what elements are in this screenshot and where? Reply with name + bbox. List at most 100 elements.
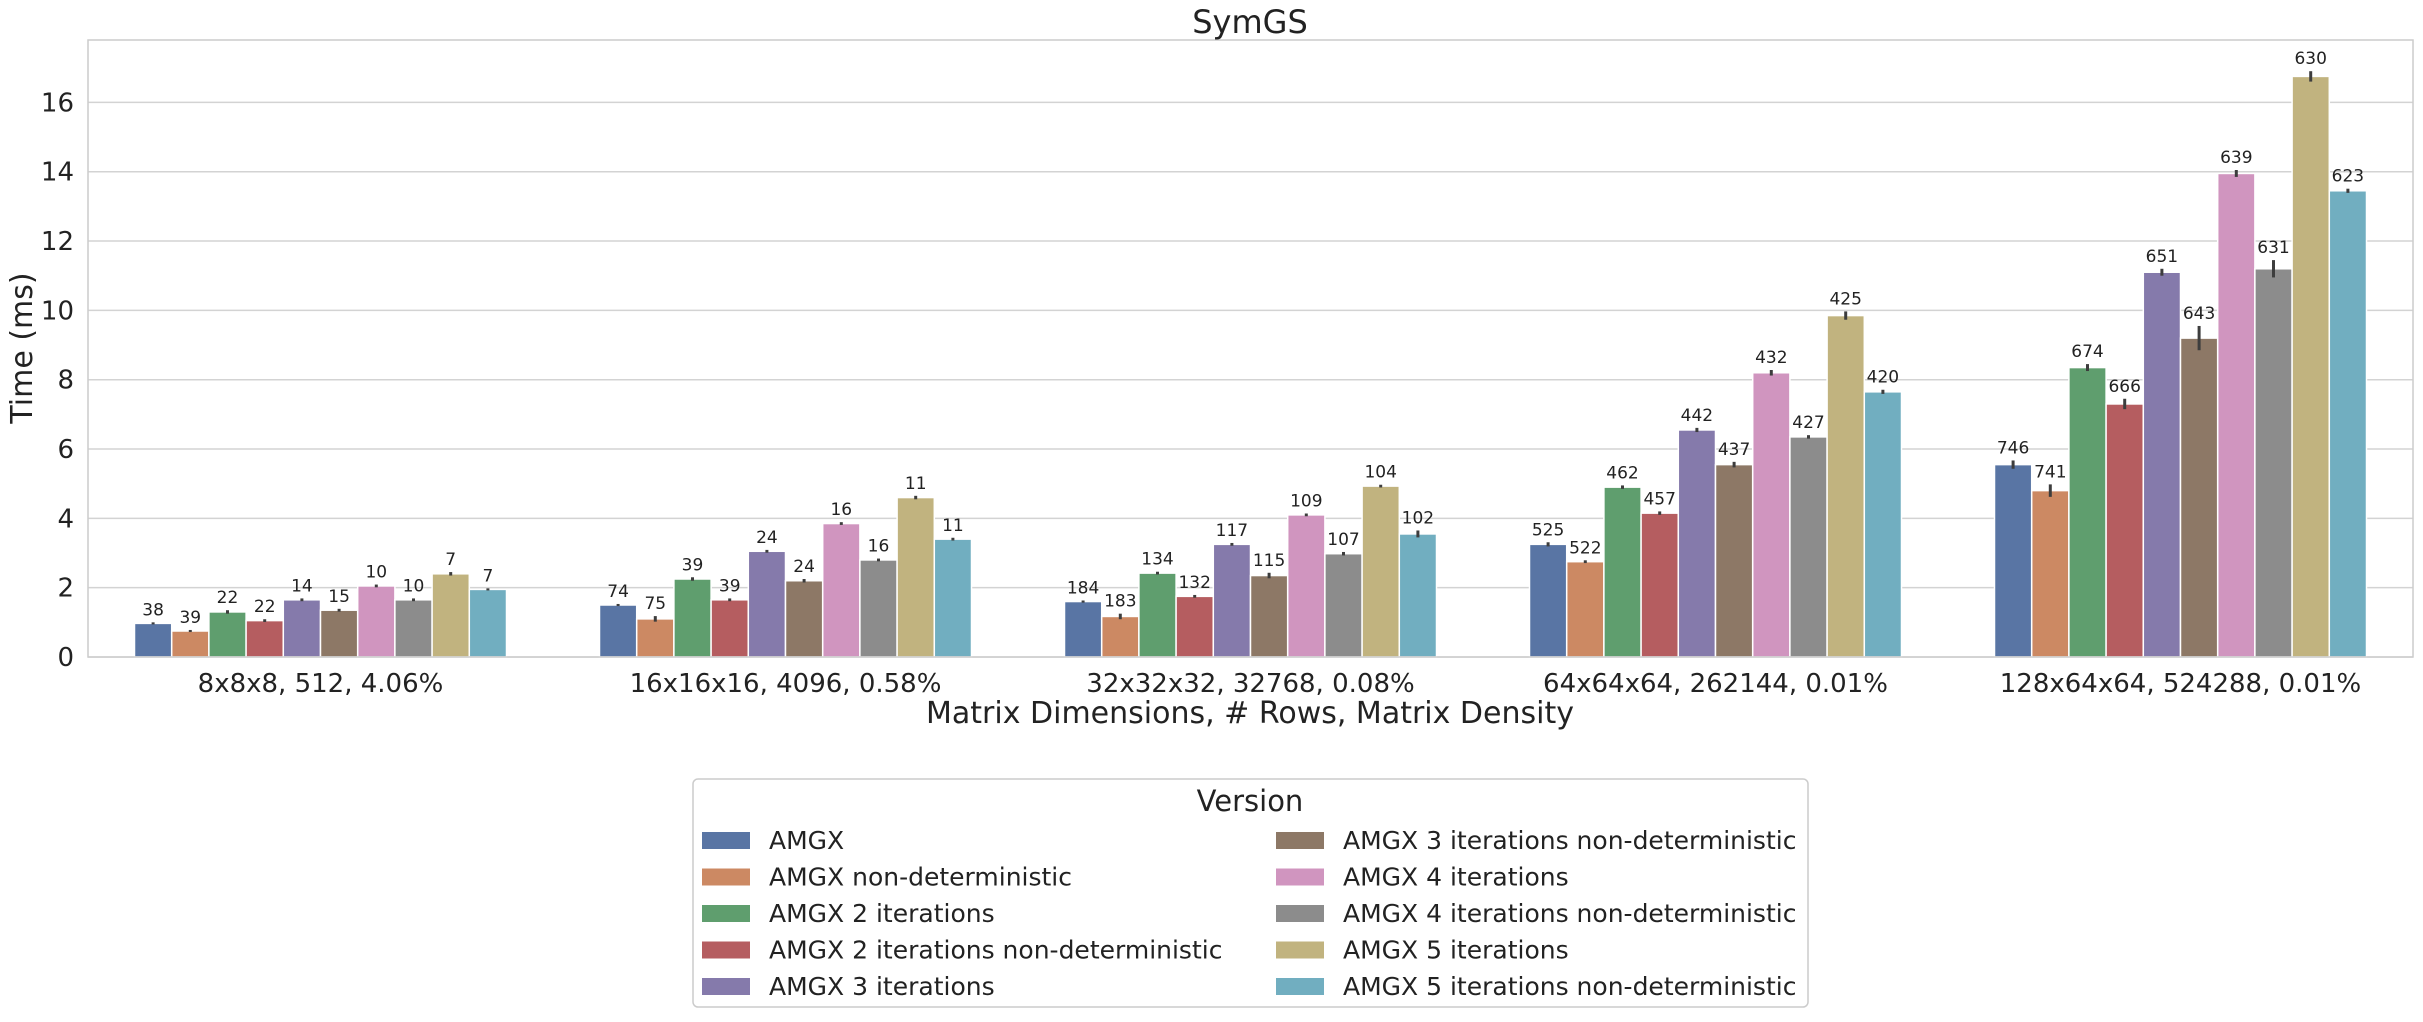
data-label: 184 — [1067, 578, 1099, 598]
bar — [747, 550, 787, 658]
bar — [208, 611, 247, 658]
data-label: 104 — [1364, 463, 1396, 483]
legend: Version AMGX AMGX non-deterministic AMGX 2… — [692, 778, 1809, 1008]
y-tick-label: 0 — [57, 643, 74, 673]
bar — [2328, 190, 2368, 658]
bar — [2142, 271, 2182, 658]
bar — [821, 522, 861, 658]
data-label: 183 — [1104, 592, 1136, 612]
bar — [245, 619, 285, 658]
data-label: 24 — [793, 557, 815, 577]
data-label: 10 — [403, 576, 425, 596]
bar — [170, 630, 210, 658]
data-label: 24 — [756, 528, 778, 548]
bar — [1175, 595, 1215, 658]
bar — [1993, 463, 2033, 658]
data-label: 38 — [142, 600, 164, 620]
data-label: 442 — [1681, 406, 1713, 426]
legend-label: AMGX 4 iterations non-deterministic — [1343, 899, 1796, 928]
bar — [1249, 574, 1289, 658]
legend-label: AMGX non-deterministic — [769, 863, 1072, 892]
bar — [1826, 314, 1866, 658]
bar — [710, 599, 750, 658]
bar — [635, 618, 675, 658]
y-tick-label: 6 — [57, 435, 74, 465]
data-label: 102 — [1402, 508, 1434, 528]
bar — [1603, 486, 1642, 658]
error-bars — [151, 71, 2350, 633]
x-tick-label: 64x64x64, 262144, 0.01% — [1543, 669, 1888, 699]
data-label: 631 — [2257, 238, 2289, 258]
data-label: 666 — [2108, 377, 2140, 397]
x-axis-label: Matrix Dimensions, # Rows, Matrix Densit… — [926, 696, 1574, 731]
data-label: 132 — [1178, 573, 1210, 593]
legend-swatch — [1276, 832, 1324, 849]
legend-label: AMGX 5 iterations — [1343, 936, 1569, 965]
data-label: 522 — [1569, 538, 1601, 558]
legend-swatch — [1276, 941, 1324, 959]
data-label: 75 — [644, 594, 666, 614]
data-label: 39 — [719, 576, 741, 596]
bar — [1361, 485, 1401, 658]
data-label: 437 — [1718, 440, 1750, 460]
data-label: 11 — [942, 516, 964, 536]
x-tick-label: 32x32x32, 32768, 0.08% — [1086, 669, 1414, 699]
data-label: 427 — [1792, 413, 1824, 433]
bar — [1324, 552, 1363, 658]
bar — [896, 496, 936, 658]
bar — [319, 609, 359, 658]
data-label: 109 — [1290, 491, 1322, 511]
bar — [1714, 463, 1754, 658]
legend-swatch — [1276, 905, 1324, 922]
bar — [1100, 615, 1140, 658]
bar — [673, 578, 712, 658]
data-label: 134 — [1141, 550, 1173, 570]
data-label: 420 — [1867, 368, 1899, 388]
legend-swatch — [702, 868, 750, 886]
x-tick-labels: 8x8x8, 512, 4.06% 16x16x16, 4096, 0.58% 32… — [198, 669, 2362, 699]
legend-label: AMGX 3 iterations — [769, 972, 995, 1001]
y-tick-label: 2 — [57, 574, 74, 604]
data-label: 117 — [1216, 521, 1248, 541]
data-label: 457 — [1643, 489, 1675, 509]
data-label: 7 — [482, 566, 493, 586]
data-label: 746 — [1997, 438, 2029, 458]
data-label: 115 — [1253, 551, 1285, 571]
data-label: 39 — [179, 608, 201, 628]
bar — [2179, 337, 2219, 658]
y-axis-label: Time (ms) — [5, 272, 40, 424]
legend-title: Version — [1197, 784, 1304, 818]
data-label: 425 — [1829, 289, 1861, 309]
legend-box — [692, 778, 1809, 1008]
x-tick-label: 16x16x16, 4096, 0.58% — [630, 669, 942, 699]
bar — [133, 622, 173, 658]
bar — [1212, 543, 1252, 658]
data-label: 15 — [328, 587, 350, 607]
bar — [2068, 366, 2107, 658]
data-label: 674 — [2071, 342, 2103, 362]
legend-swatch — [1276, 978, 1324, 995]
y-tick-label: 14 — [41, 158, 74, 188]
bar — [1640, 512, 1680, 658]
data-label: 630 — [2294, 49, 2326, 69]
bar — [394, 599, 433, 658]
data-label: 525 — [1532, 520, 1564, 540]
data-label: 623 — [2332, 167, 2364, 187]
bar — [2254, 268, 2293, 658]
bar — [598, 604, 638, 658]
legend-label: AMGX 2 iterations — [769, 899, 995, 928]
data-label: 643 — [2183, 304, 2215, 324]
y-tick-label: 4 — [57, 504, 74, 534]
bar — [2105, 403, 2145, 658]
bar — [431, 573, 471, 658]
plot-frame — [87, 39, 2414, 658]
legend-label: AMGX 2 iterations non-deterministic — [769, 936, 1222, 965]
bar — [784, 579, 824, 658]
data-label: 74 — [607, 582, 629, 602]
bar — [1565, 560, 1605, 658]
data-label: 639 — [2220, 148, 2252, 168]
y-tick-label: 16 — [41, 88, 74, 118]
data-label: 432 — [1755, 348, 1787, 368]
bar — [1063, 600, 1103, 658]
